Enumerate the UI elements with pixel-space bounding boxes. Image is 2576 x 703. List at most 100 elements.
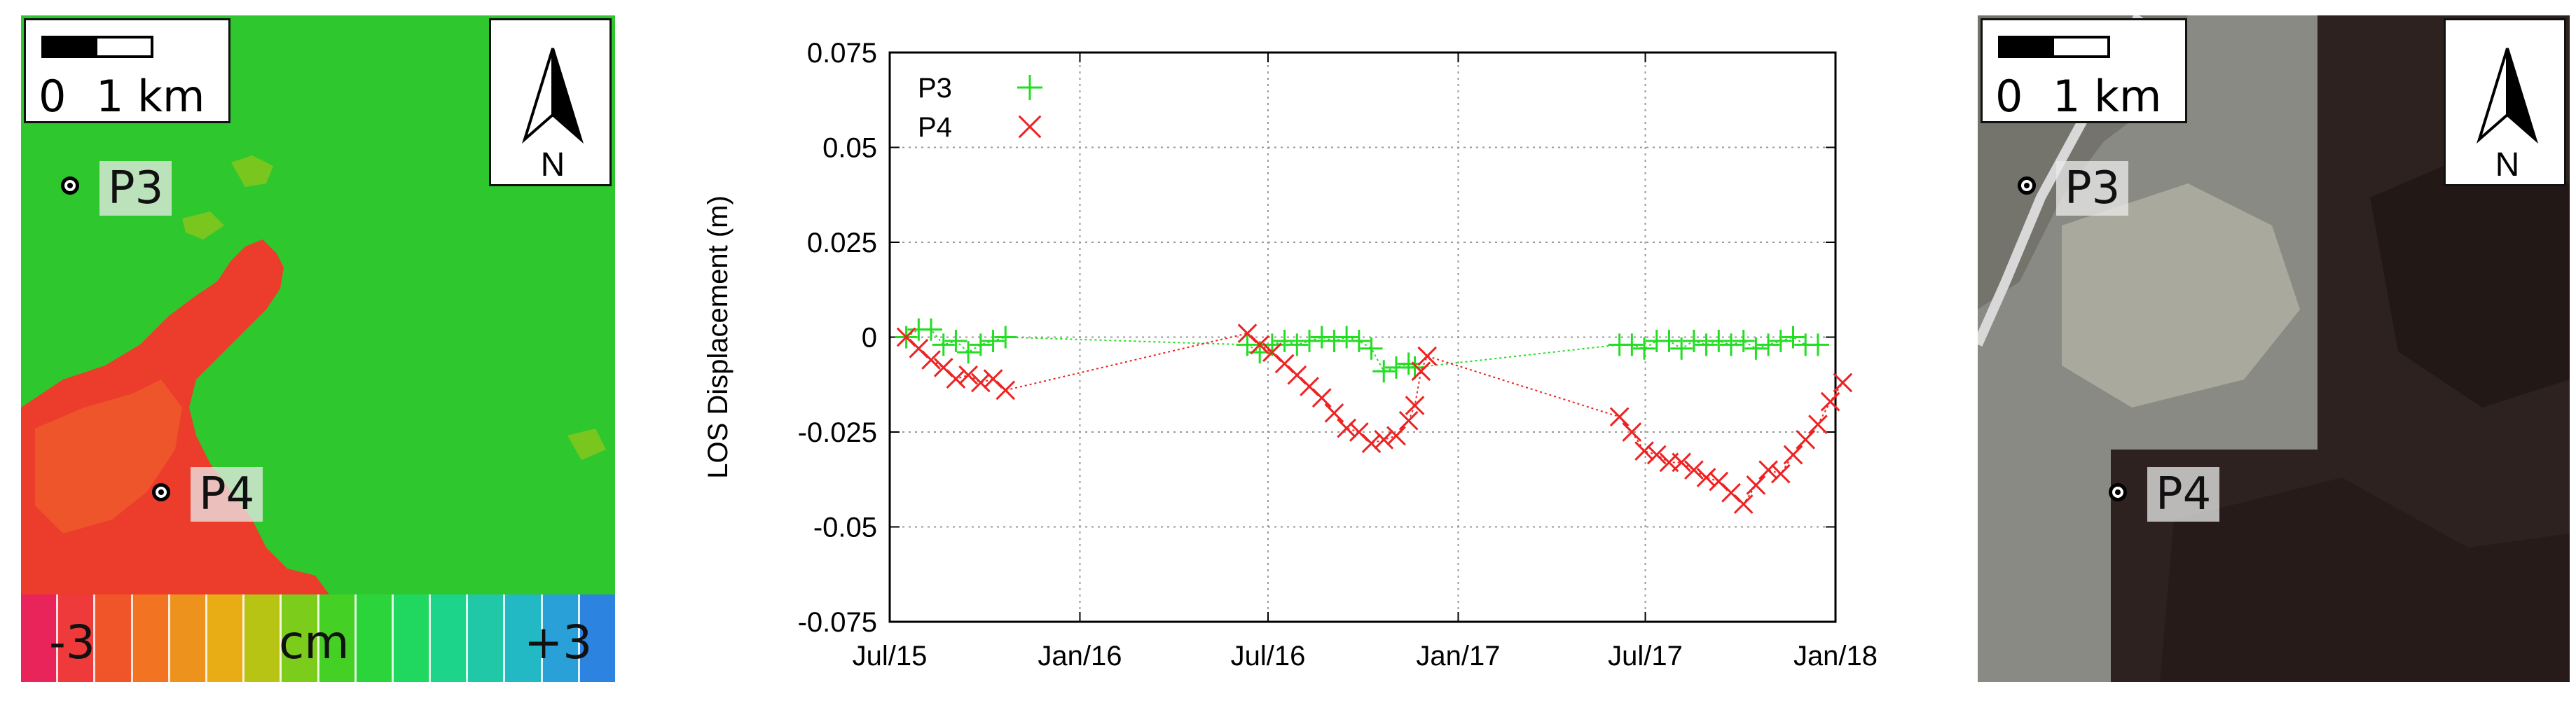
y-tick-label: 0.075 <box>807 38 877 69</box>
colorbar-segment <box>356 594 394 682</box>
colorbar-segment <box>431 594 469 682</box>
data-point-p3 <box>1273 329 1296 352</box>
colorbar-segment <box>244 594 282 682</box>
y-tick-label: 0 <box>862 323 877 354</box>
data-point-p4 <box>1833 373 1853 393</box>
data-point-p4 <box>1783 445 1803 465</box>
data-point-p4 <box>1746 475 1766 495</box>
x-tick-label: Jan/16 <box>1038 641 1122 671</box>
data-point-p4 <box>1361 433 1382 454</box>
data-point-p3 <box>1633 337 1656 360</box>
data-point-p4 <box>1324 403 1344 423</box>
data-point-p3 <box>1372 360 1396 383</box>
north-label: N <box>541 146 565 183</box>
y-tick-label: -0.05 <box>813 513 877 543</box>
colorbar-segment <box>319 594 357 682</box>
y-tick-label: -0.025 <box>798 417 877 448</box>
data-point-p4 <box>1374 429 1394 450</box>
scale-bar: 0 1 km <box>1981 18 2187 123</box>
north-arrow-box: N <box>2444 18 2566 186</box>
legend-marker-p4 <box>1018 115 1042 139</box>
data-point-p3 <box>1360 337 1383 360</box>
p3-marker <box>61 176 79 195</box>
data-point-p4 <box>1609 407 1630 427</box>
data-point-p4 <box>1796 429 1816 450</box>
dark-ridge <box>2370 155 2570 408</box>
data-point-p4 <box>1311 388 1332 408</box>
data-point-p4 <box>1250 335 1270 355</box>
data-point-p3 <box>1620 333 1644 356</box>
data-point-p4 <box>996 380 1016 401</box>
data-point-p3 <box>957 341 980 364</box>
plot-frame <box>888 51 1837 623</box>
data-point-p3 <box>1310 326 1333 349</box>
north-arrow-icon: N <box>522 48 584 183</box>
y-tick-label: 0.05 <box>822 133 877 164</box>
data-point-p4 <box>958 365 978 385</box>
data-point-p4 <box>1770 464 1791 484</box>
north-arrow-box: N <box>489 18 612 186</box>
valley-area <box>2062 183 2300 408</box>
colorbar-min-label: -3 <box>49 615 95 669</box>
displacement-map-graphic <box>21 155 606 594</box>
data-point-p3 <box>1236 333 1259 356</box>
legend-marker-p3 <box>1017 75 1042 100</box>
subsidence-area-speckle <box>35 380 182 534</box>
colorbar-segment <box>95 594 133 682</box>
data-point-p3 <box>1782 326 1805 349</box>
data-point-p3 <box>1323 329 1346 352</box>
colorbar-segment <box>207 594 245 682</box>
data-point-p3 <box>920 318 943 341</box>
data-point-p3 <box>944 329 967 352</box>
data-point-p4 <box>1622 422 1642 442</box>
displacement-chart: Jul/15 Jan/16 Jul/16 Jan/17 Jul/17 Jan/18 0.07… <box>694 28 1899 693</box>
displacement-map: 0 1 km N P3 P4 -3 cm +3 <box>21 15 615 682</box>
data-point-p4 <box>946 369 966 389</box>
data-point-p4 <box>1672 452 1692 473</box>
dark-ridge-2 <box>2160 478 2570 682</box>
x-tick-label: Jul/17 <box>1608 641 1683 671</box>
data-point-p3 <box>1806 333 1829 356</box>
colorbar-segment <box>170 594 207 682</box>
data-point-p3 <box>1707 329 1730 352</box>
data-point-p4 <box>1417 346 1438 366</box>
data-point-p3 <box>1757 333 1780 356</box>
displacement-chart-svg: Jul/15 Jan/16 Jul/16 Jan/17 Jul/17 Jan/18 0.07… <box>703 38 1878 671</box>
colorbar-segment <box>58 594 96 682</box>
colorbar-max-label: +3 <box>524 615 593 669</box>
data-point-p3 <box>1719 333 1742 356</box>
colorbar-segment <box>579 594 615 682</box>
data-point-p4 <box>970 373 991 393</box>
scale-bar-graphic <box>1998 36 2110 58</box>
scale-distance-label: 1 km <box>2053 71 2162 122</box>
y-tick-label: -0.075 <box>798 607 877 638</box>
colorbar-segment <box>393 594 432 682</box>
data-point-p3 <box>1298 329 1321 352</box>
colorbar-segment <box>282 594 319 682</box>
data-point-p3 <box>1732 329 1755 352</box>
colorbar-segment <box>468 594 506 682</box>
data-point-p4 <box>1733 494 1754 514</box>
data-point-p3 <box>969 333 992 356</box>
data-point-p4 <box>1411 361 1431 382</box>
data-point-p3 <box>1347 329 1370 352</box>
p4-label: P4 <box>2147 467 2220 522</box>
data-point-p4 <box>921 350 941 370</box>
p3-marker <box>2018 176 2036 195</box>
data-point-p3 <box>1397 352 1420 375</box>
data-point-p3 <box>1769 329 1792 352</box>
legend-label-p4: P4 <box>918 112 952 143</box>
data-point-p4 <box>1808 415 1828 435</box>
data-point-p3 <box>1335 326 1358 349</box>
colorbar-unit-label: cm <box>279 615 350 669</box>
data-point-p4 <box>1405 396 1425 415</box>
data-point-p3 <box>1658 329 1681 352</box>
x-tick-label: Jan/18 <box>1793 641 1878 671</box>
data-point-p3 <box>1682 329 1705 352</box>
scale-bar: 0 1 km <box>24 18 230 123</box>
x-tick-label: Jan/17 <box>1416 641 1500 671</box>
x-tick-label: Jul/15 <box>853 641 928 671</box>
p3-label: P3 <box>99 161 172 216</box>
data-point-p3 <box>932 333 955 356</box>
data-point-p4 <box>1634 441 1654 461</box>
